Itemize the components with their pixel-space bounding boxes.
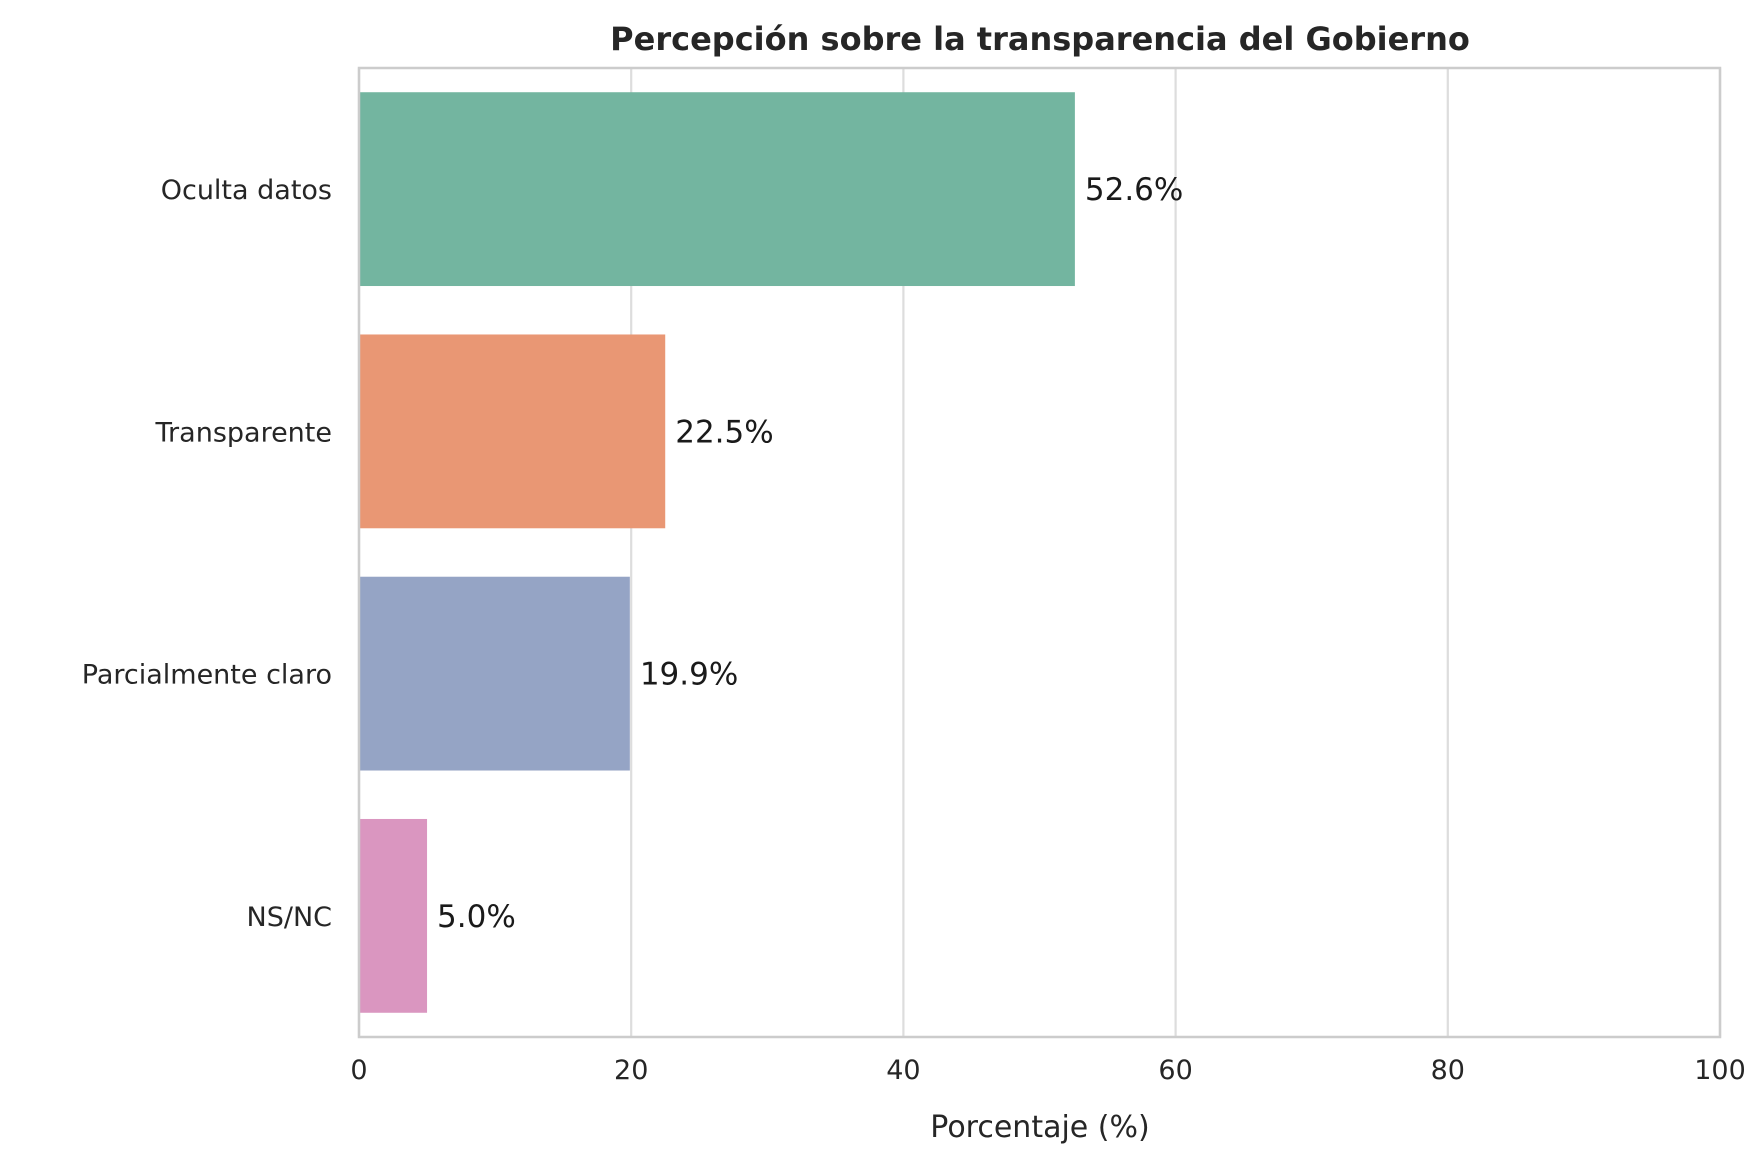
- x-tick-label: 40: [886, 1055, 920, 1086]
- bar: [359, 334, 666, 529]
- category-label: Oculta datos: [161, 175, 332, 206]
- category-labels: Oculta datos Transparente Parcialmente cla…: [82, 175, 332, 933]
- category-label: Parcialmente claro: [82, 660, 332, 691]
- value-label: 19.9%: [640, 657, 738, 693]
- category-label: Transparente: [155, 417, 332, 448]
- value-label: 22.5%: [675, 414, 773, 450]
- bar: [359, 818, 428, 1013]
- bar: [359, 92, 1075, 287]
- plot-frame: [357, 66, 1722, 1039]
- value-label: 52.6%: [1085, 172, 1183, 208]
- value-label: 5.0%: [437, 899, 516, 935]
- bar: [359, 576, 630, 771]
- x-tick-label: 60: [1158, 1055, 1192, 1086]
- x-tick-labels: 0 20 40 60 80 100: [350, 1055, 1745, 1086]
- x-tick-label: 0: [350, 1055, 367, 1086]
- x-tick-label: 20: [614, 1055, 648, 1086]
- value-labels: 52.6% 22.5% 19.9% 5.0%: [437, 172, 1183, 935]
- category-label: NS/NC: [247, 902, 332, 933]
- bars: [359, 92, 1075, 1013]
- x-tick-label: 80: [1431, 1055, 1465, 1086]
- x-axis-label: Porcentaje (%): [930, 1110, 1149, 1145]
- chart-title: Percepción sobre la transparencia del Go…: [610, 20, 1470, 58]
- x-tick-label: 100: [1694, 1055, 1746, 1086]
